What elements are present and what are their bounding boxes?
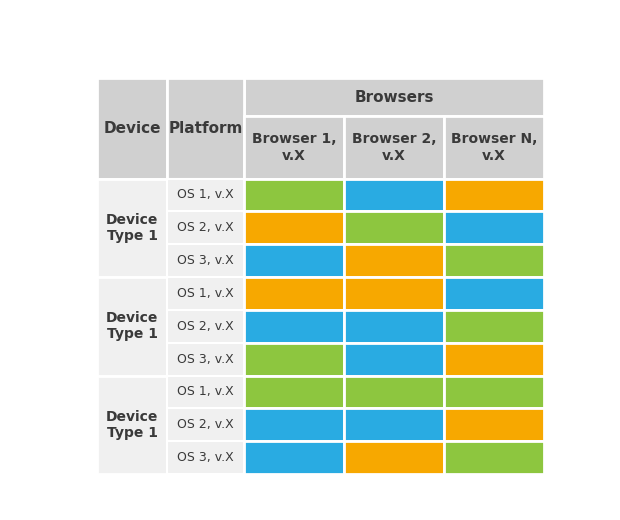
Bar bbox=[444, 310, 544, 343]
Text: Browser N,
v.X: Browser N, v.X bbox=[451, 133, 538, 163]
Bar bbox=[344, 408, 444, 441]
Bar bbox=[167, 277, 244, 310]
Bar bbox=[444, 375, 544, 408]
Text: Device
Type 1: Device Type 1 bbox=[106, 311, 158, 341]
Bar bbox=[444, 244, 544, 277]
Bar bbox=[344, 244, 444, 277]
Bar bbox=[97, 178, 167, 277]
Bar bbox=[244, 277, 344, 310]
Bar bbox=[167, 441, 244, 474]
Text: Browsers: Browsers bbox=[355, 90, 434, 105]
Text: OS 1, v.X: OS 1, v.X bbox=[177, 188, 234, 201]
Bar bbox=[344, 310, 444, 343]
Bar bbox=[97, 277, 167, 375]
Bar bbox=[244, 343, 344, 375]
Bar bbox=[167, 79, 244, 178]
Text: OS 2, v.X: OS 2, v.X bbox=[177, 222, 234, 235]
Bar bbox=[444, 408, 544, 441]
Bar bbox=[244, 441, 344, 474]
Text: OS 1, v.X: OS 1, v.X bbox=[177, 385, 234, 398]
Bar bbox=[167, 343, 244, 375]
Text: Device
Type 1: Device Type 1 bbox=[106, 213, 158, 243]
Bar bbox=[244, 408, 344, 441]
Text: OS 3, v.X: OS 3, v.X bbox=[177, 254, 234, 267]
Bar bbox=[344, 375, 444, 408]
Bar bbox=[244, 178, 344, 211]
Bar bbox=[444, 343, 544, 375]
Text: Device: Device bbox=[104, 121, 161, 136]
Bar bbox=[244, 211, 344, 244]
Bar bbox=[444, 277, 544, 310]
Bar bbox=[167, 310, 244, 343]
Text: Platform: Platform bbox=[169, 121, 243, 136]
Bar bbox=[344, 277, 444, 310]
Text: Browser 2,
v.X: Browser 2, v.X bbox=[352, 133, 436, 163]
Bar bbox=[244, 79, 544, 116]
Bar bbox=[344, 116, 444, 178]
Bar bbox=[344, 343, 444, 375]
Bar bbox=[167, 211, 244, 244]
Bar bbox=[444, 211, 544, 244]
Bar bbox=[244, 375, 344, 408]
Text: OS 2, v.X: OS 2, v.X bbox=[177, 418, 234, 431]
Bar bbox=[344, 178, 444, 211]
Text: Browser 1,
v.X: Browser 1, v.X bbox=[252, 133, 337, 163]
Bar bbox=[344, 441, 444, 474]
Bar bbox=[344, 211, 444, 244]
Text: OS 2, v.X: OS 2, v.X bbox=[177, 320, 234, 333]
Bar bbox=[97, 79, 167, 178]
Bar bbox=[444, 441, 544, 474]
Bar bbox=[444, 116, 544, 178]
Text: OS 1, v.X: OS 1, v.X bbox=[177, 287, 234, 300]
Bar bbox=[244, 116, 344, 178]
Bar bbox=[167, 178, 244, 211]
Bar bbox=[167, 375, 244, 408]
Bar bbox=[97, 375, 167, 474]
Bar bbox=[244, 310, 344, 343]
Bar bbox=[444, 178, 544, 211]
Text: OS 3, v.X: OS 3, v.X bbox=[177, 451, 234, 464]
Text: OS 3, v.X: OS 3, v.X bbox=[177, 353, 234, 366]
Bar bbox=[167, 244, 244, 277]
Text: Device
Type 1: Device Type 1 bbox=[106, 410, 158, 440]
Bar bbox=[244, 244, 344, 277]
Bar bbox=[167, 408, 244, 441]
